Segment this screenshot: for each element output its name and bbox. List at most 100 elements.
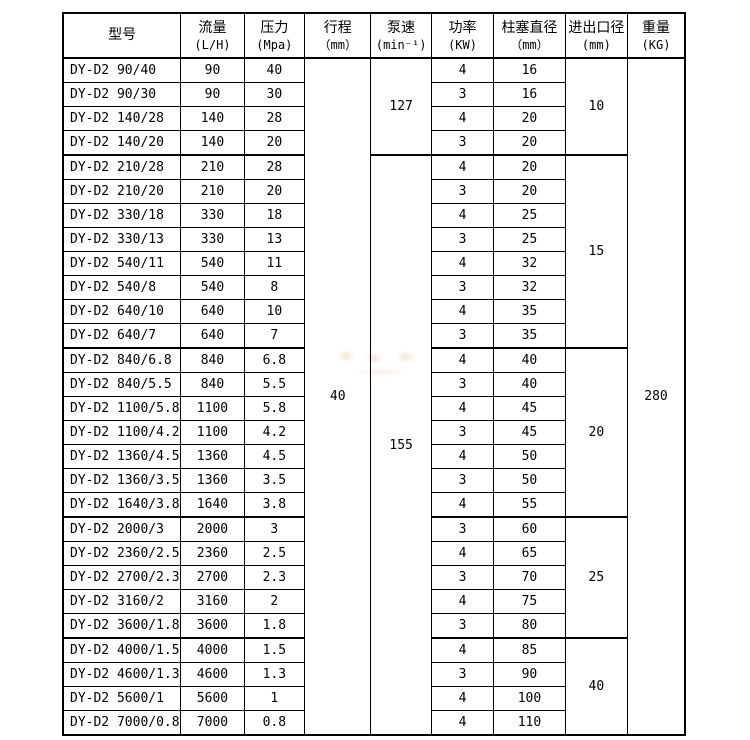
table-row: DY-D2 7000/0.8 7000 0.8 4 110 bbox=[62, 710, 685, 736]
weight-cell: 280 bbox=[627, 57, 686, 736]
flow-cell: 1640 bbox=[180, 492, 245, 518]
model-cell: DY-D2 140/28 bbox=[62, 106, 182, 131]
power-cell: 3 bbox=[430, 662, 495, 687]
plunger-diameter-cell: 20 bbox=[493, 106, 566, 131]
pressure-cell: 2 bbox=[243, 589, 306, 614]
pump-speed-cell: 127 bbox=[370, 57, 432, 156]
flow-cell: 2700 bbox=[180, 565, 245, 590]
table-row: DY-D2 210/20 210 20 3 20 bbox=[62, 179, 685, 204]
model-cell: DY-D2 90/30 bbox=[62, 82, 182, 107]
power-cell: 4 bbox=[430, 347, 495, 373]
flow-cell: 5600 bbox=[180, 686, 245, 711]
plunger-diameter-cell: 70 bbox=[493, 565, 566, 590]
model-cell: DY-D2 4000/1.5 bbox=[62, 637, 182, 663]
flow-cell: 2000 bbox=[180, 516, 245, 542]
pressure-cell: 1.5 bbox=[243, 637, 306, 663]
pressure-cell: 2.3 bbox=[243, 565, 306, 590]
power-cell: 4 bbox=[430, 396, 495, 421]
table-row: DY-D2 640/10 640 10 4 35 bbox=[62, 299, 685, 324]
flow-cell: 4600 bbox=[180, 662, 245, 687]
model-cell: DY-D2 3160/2 bbox=[62, 589, 182, 614]
pressure-cell: 30 bbox=[243, 82, 306, 107]
plunger-diameter-cell: 35 bbox=[493, 323, 566, 349]
model-cell: DY-D2 210/20 bbox=[62, 179, 182, 204]
port-size-cell: 40 bbox=[564, 637, 629, 736]
plunger-diameter-cell: 20 bbox=[493, 154, 566, 180]
table-row: DY-D2 540/11 540 11 4 32 bbox=[62, 251, 685, 276]
pressure-cell: 3.5 bbox=[243, 468, 306, 493]
flow-cell: 7000 bbox=[180, 710, 245, 736]
col-title: 重量 bbox=[642, 19, 671, 36]
col-header-1: 流量 (L/H) bbox=[180, 12, 245, 59]
col-header-4: 泵速 (min⁻¹) bbox=[370, 12, 432, 59]
model-cell: DY-D2 840/5.5 bbox=[62, 372, 182, 397]
pressure-cell: 13 bbox=[243, 227, 306, 252]
power-cell: 3 bbox=[430, 565, 495, 590]
table-row: DY-D2 140/28 140 28 4 20 bbox=[62, 106, 685, 131]
table-row: DY-D2 330/18 330 18 4 25 bbox=[62, 203, 685, 228]
plunger-diameter-cell: 25 bbox=[493, 227, 566, 252]
power-cell: 4 bbox=[430, 492, 495, 518]
model-cell: DY-D2 330/13 bbox=[62, 227, 182, 252]
flow-cell: 1100 bbox=[180, 420, 245, 445]
table-row: DY-D2 4000/1.5 4000 1.5 4 85 40 bbox=[62, 637, 685, 736]
model-cell: DY-D2 2000/3 bbox=[62, 516, 182, 542]
power-cell: 3 bbox=[430, 420, 495, 445]
table-row: DY-D2 140/20 140 20 3 20 bbox=[62, 130, 685, 156]
pressure-cell: 10 bbox=[243, 299, 306, 324]
plunger-diameter-cell: 50 bbox=[493, 444, 566, 469]
plunger-diameter-cell: 20 bbox=[493, 179, 566, 204]
plunger-diameter-cell: 45 bbox=[493, 396, 566, 421]
col-unit: (min⁻¹) bbox=[375, 37, 427, 52]
pressure-cell: 28 bbox=[243, 154, 306, 180]
flow-cell: 90 bbox=[180, 57, 245, 83]
flow-cell: 90 bbox=[180, 82, 245, 107]
flow-cell: 3160 bbox=[180, 589, 245, 614]
col-title: 流量 bbox=[198, 19, 227, 36]
col-title: 压力 bbox=[260, 19, 289, 36]
flow-cell: 210 bbox=[180, 179, 245, 204]
model-cell: DY-D2 2360/2.5 bbox=[62, 541, 182, 566]
col-unit: (mm) bbox=[581, 37, 611, 52]
model-cell: DY-D2 5600/1 bbox=[62, 686, 182, 711]
power-cell: 4 bbox=[430, 57, 495, 83]
header-row: 型号 流量 (L/H) 压力 (Mpa) 行程 （mm） 泵速 (min⁻¹) 功率 (KW) 柱塞直… bbox=[62, 12, 686, 59]
col-header-3: 行程 （mm） bbox=[304, 12, 372, 59]
table-row: DY-D2 1360/4.5 1360 4.5 4 50 bbox=[62, 444, 685, 469]
power-cell: 3 bbox=[430, 613, 495, 639]
pressure-cell: 8 bbox=[243, 275, 306, 300]
port-size-cell: 15 bbox=[564, 154, 629, 349]
flow-cell: 840 bbox=[180, 347, 245, 373]
table-row: DY-D2 5600/1 5600 1 4 100 bbox=[62, 686, 685, 711]
power-cell: 4 bbox=[430, 637, 495, 663]
plunger-diameter-cell: 45 bbox=[493, 420, 566, 445]
col-header-2: 压力 (Mpa) bbox=[243, 12, 306, 59]
col-unit: （mm） bbox=[318, 37, 357, 52]
col-title: 行程 bbox=[323, 19, 352, 36]
col-title: 泵速 bbox=[387, 19, 416, 36]
model-cell: DY-D2 540/8 bbox=[62, 275, 182, 300]
pressure-cell: 1.8 bbox=[243, 613, 306, 639]
model-cell: DY-D2 640/7 bbox=[62, 323, 182, 349]
pressure-cell: 11 bbox=[243, 251, 306, 276]
power-cell: 3 bbox=[430, 275, 495, 300]
col-title: 柱塞直径 bbox=[501, 19, 558, 36]
power-cell: 4 bbox=[430, 299, 495, 324]
flow-cell: 840 bbox=[180, 372, 245, 397]
flow-cell: 1360 bbox=[180, 468, 245, 493]
power-cell: 4 bbox=[430, 444, 495, 469]
power-cell: 4 bbox=[430, 589, 495, 614]
col-header-8: 重量 (KG) bbox=[627, 12, 686, 59]
model-cell: DY-D2 90/40 bbox=[62, 57, 182, 83]
col-header-0: 型号 bbox=[62, 12, 182, 59]
flow-cell: 140 bbox=[180, 130, 245, 156]
table-row: DY-D2 540/8 540 8 3 32 bbox=[62, 275, 685, 300]
pressure-cell: 3 bbox=[243, 516, 306, 542]
table-row: DY-D2 1100/4.2 1100 4.2 3 45 bbox=[62, 420, 685, 445]
model-cell: DY-D2 540/11 bbox=[62, 251, 182, 276]
model-cell: DY-D2 4600/1.3 bbox=[62, 662, 182, 687]
plunger-diameter-cell: 100 bbox=[493, 686, 566, 711]
flow-cell: 4000 bbox=[180, 637, 245, 663]
col-title: 功率 bbox=[448, 19, 477, 36]
pressure-cell: 18 bbox=[243, 203, 306, 228]
